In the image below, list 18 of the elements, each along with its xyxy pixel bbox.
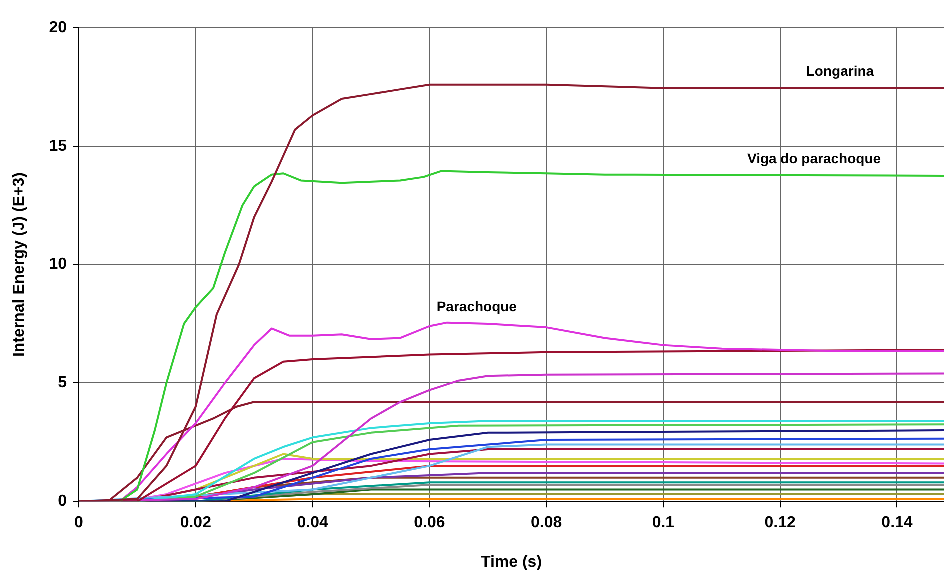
x-axis-title: Time (s) (480, 554, 542, 571)
x-tick-label: 0.1 (652, 514, 675, 532)
x-tick-label: 0.06 (414, 514, 446, 532)
y-axis-title: Internal Energy (J) (E+3) (11, 172, 28, 358)
x-tick-label: 0.04 (297, 514, 328, 532)
y-tick-label: 0 (58, 493, 68, 510)
series-label: Viga do parachoque (747, 150, 882, 166)
x-tick-label: 0.12 (764, 514, 796, 532)
y-tick-label: 15 (49, 138, 68, 155)
y-tick-label: 10 (49, 256, 68, 274)
x-tick-label: 0 (74, 514, 84, 532)
y-tick-label: 20 (49, 19, 68, 36)
series-label: Parachoque (436, 298, 518, 315)
x-tick-label: 0.14 (882, 514, 913, 532)
series-label: Longarina (806, 63, 874, 80)
x-tick-label: 0.02 (180, 514, 212, 532)
y-tick-label: 5 (58, 374, 68, 392)
x-tick-label: 0.08 (530, 514, 562, 532)
